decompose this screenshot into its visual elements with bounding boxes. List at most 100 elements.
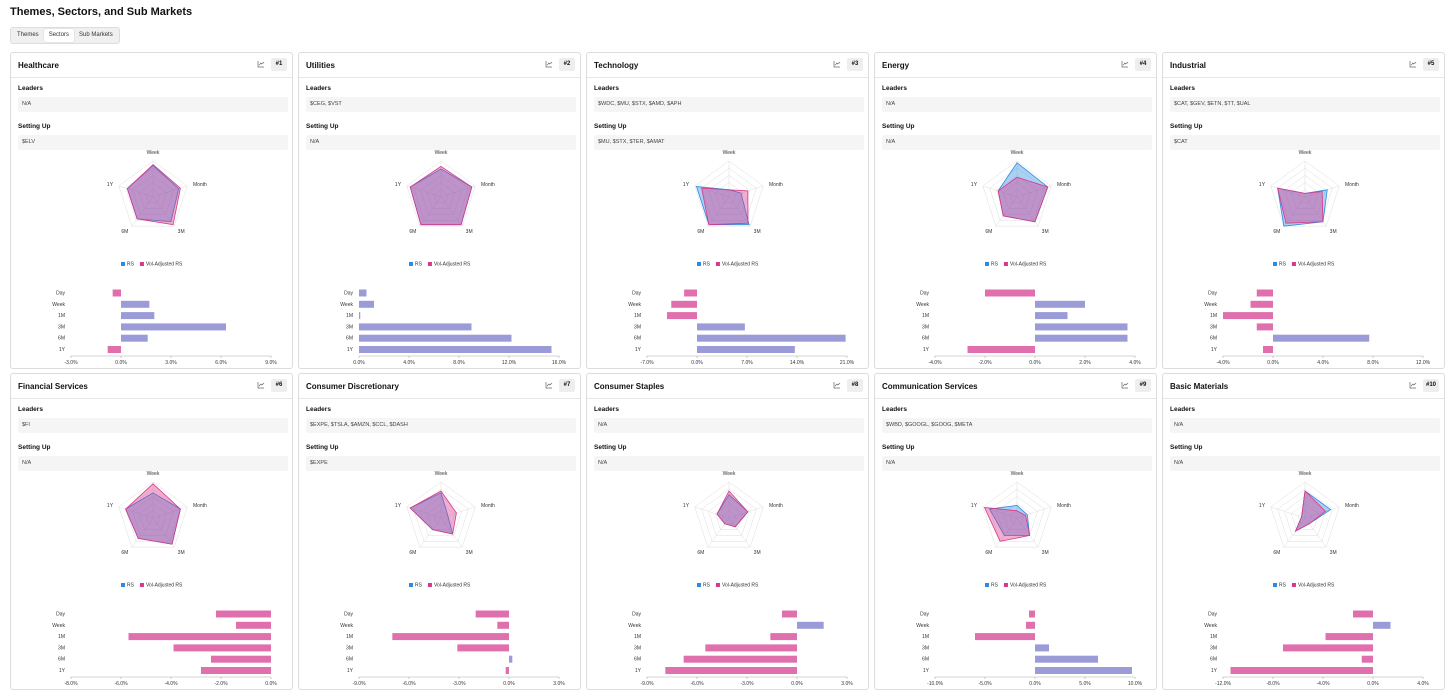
charts: Week Month 3M 6M 1Y RS Vol-Adjusted RS Day Week 1… bbox=[340, 471, 565, 687]
x-tick-label: 4.0% bbox=[1417, 681, 1429, 687]
bar bbox=[107, 346, 121, 353]
x-tick-label: 4.0% bbox=[403, 360, 415, 366]
rank-badge: #8 bbox=[847, 379, 863, 392]
chart-icon bbox=[257, 61, 265, 68]
chart-icon bbox=[1121, 61, 1129, 68]
bar-category-label: 3M bbox=[346, 324, 353, 330]
chart-icon bbox=[545, 61, 553, 68]
radar-spoke bbox=[440, 185, 476, 198]
radar-grid bbox=[701, 488, 757, 542]
chart-icon-button[interactable] bbox=[545, 60, 553, 68]
x-tick-label: 0.0% bbox=[1029, 681, 1041, 687]
radar-grid bbox=[406, 160, 476, 227]
chart-icon-button[interactable] bbox=[833, 60, 841, 68]
legend-label: Vol-Adjusted RS bbox=[722, 583, 759, 589]
radar-spoke bbox=[728, 506, 764, 519]
bar-category-label: Week bbox=[340, 623, 353, 629]
radar-axis-label: 1Y bbox=[1259, 182, 1266, 188]
radar-grid bbox=[982, 160, 1052, 227]
x-tick-label: 14.0% bbox=[790, 360, 805, 366]
chart-icon-button[interactable] bbox=[833, 381, 841, 389]
bar bbox=[201, 667, 271, 674]
card-title: Consumer Discretionary bbox=[306, 382, 399, 391]
chart-icon-button[interactable] bbox=[257, 60, 265, 68]
chart-icon-button[interactable] bbox=[545, 381, 553, 389]
bar bbox=[236, 621, 271, 629]
bar-category-label: Day bbox=[56, 291, 65, 297]
sector-card: Consumer Discretionary #7 Leaders $EXPE, $T… bbox=[298, 373, 581, 690]
bar bbox=[985, 289, 1035, 297]
x-tick-label: 0.0% bbox=[265, 681, 277, 687]
charts: Week Month 3M 6M 1Y RS Vol-Adjusted RS Day Week 1… bbox=[628, 471, 853, 687]
bar bbox=[1273, 334, 1370, 342]
radar-axis-label: 3M bbox=[178, 229, 185, 235]
legend-swatch bbox=[409, 583, 413, 587]
radar-area bbox=[126, 164, 181, 226]
bar-category-label: 1Y bbox=[347, 668, 354, 674]
radar-spoke bbox=[982, 506, 1018, 519]
setting-up-label: Setting Up bbox=[1170, 444, 1203, 451]
chart-icon-button[interactable] bbox=[1121, 381, 1129, 389]
tab[interactable]: Sectors bbox=[43, 29, 75, 42]
bar-category-label: 1Y bbox=[1211, 668, 1218, 674]
chart-icon-button[interactable] bbox=[1121, 60, 1129, 68]
bar-category-label: Day bbox=[632, 291, 641, 297]
radar-axis-label: Month bbox=[769, 182, 783, 188]
tab[interactable]: Themes bbox=[17, 32, 39, 38]
rank-badge: #3 bbox=[847, 58, 863, 71]
radar-spoke bbox=[982, 185, 1018, 198]
radar-grid bbox=[1277, 167, 1333, 221]
radar-axis-label: 3M bbox=[466, 229, 473, 235]
bar-category-label: 6M bbox=[634, 657, 641, 663]
radar-grid bbox=[1277, 488, 1333, 542]
x-tick-label: 0.0% bbox=[353, 360, 365, 366]
bar-category-label: Week bbox=[916, 623, 929, 629]
chart-icon-button[interactable] bbox=[1409, 60, 1417, 68]
legend-swatch bbox=[1291, 262, 1296, 266]
bar-category-label: 3M bbox=[58, 324, 65, 330]
tab[interactable]: Sub Markets bbox=[79, 32, 113, 38]
charts: Week Month 3M 6M 1Y RS Vol-Adjusted RS Day Week 1… bbox=[52, 471, 277, 687]
chart-icon bbox=[545, 382, 553, 389]
bar bbox=[1325, 633, 1373, 641]
bar-category-label: Day bbox=[56, 612, 65, 618]
radar-grid bbox=[118, 481, 188, 548]
bar bbox=[770, 633, 797, 641]
separator bbox=[875, 77, 1156, 78]
x-tick-label: 12.0% bbox=[502, 360, 517, 366]
leaders-label: Leaders bbox=[1170, 85, 1195, 92]
radar-axis-label: 3M bbox=[1330, 550, 1337, 556]
radar-grid bbox=[721, 189, 737, 204]
radar-area bbox=[716, 490, 749, 528]
bar-category-label: 6M bbox=[922, 657, 929, 663]
separator bbox=[1163, 398, 1444, 399]
bar bbox=[509, 655, 513, 663]
radar-axis-label: Month bbox=[1345, 182, 1359, 188]
rank-badge: #4 bbox=[1135, 58, 1151, 71]
radar-spoke bbox=[118, 185, 154, 198]
bar bbox=[1223, 312, 1273, 320]
x-tick-label: -9.0% bbox=[352, 681, 366, 687]
charts: Week Month 3M 6M 1Y RS Vol-Adjusted RS Day Week 1… bbox=[1204, 150, 1430, 366]
chart-icon-button[interactable] bbox=[257, 381, 265, 389]
bar-category-label: 1Y bbox=[1211, 347, 1218, 353]
radar-grid bbox=[427, 182, 455, 209]
leaders-box: $EXPE, $TSLA, $AMZN, $CCL, $DASH bbox=[306, 418, 576, 433]
leaders-label: Leaders bbox=[306, 406, 331, 413]
radar-grid bbox=[1297, 189, 1313, 204]
radar-axis-label: Week bbox=[147, 150, 160, 156]
radar-grid bbox=[145, 510, 161, 525]
x-tick-label: 9.0% bbox=[265, 360, 277, 366]
radar-axis-label: Week bbox=[1011, 471, 1024, 477]
bar-category-label: 6M bbox=[1210, 336, 1217, 342]
legend-label: RS bbox=[415, 262, 423, 268]
bar-category-label: 1Y bbox=[59, 347, 66, 353]
radar-axis-label: Month bbox=[481, 503, 495, 509]
bar-category-label: 1M bbox=[58, 634, 65, 640]
radar-axis-label: Month bbox=[193, 182, 207, 188]
chart-icon-button[interactable] bbox=[1409, 381, 1417, 389]
radar-area bbox=[701, 187, 749, 226]
bar bbox=[216, 610, 271, 618]
x-tick-label: 0.0% bbox=[115, 360, 127, 366]
legend-swatch bbox=[427, 583, 432, 587]
